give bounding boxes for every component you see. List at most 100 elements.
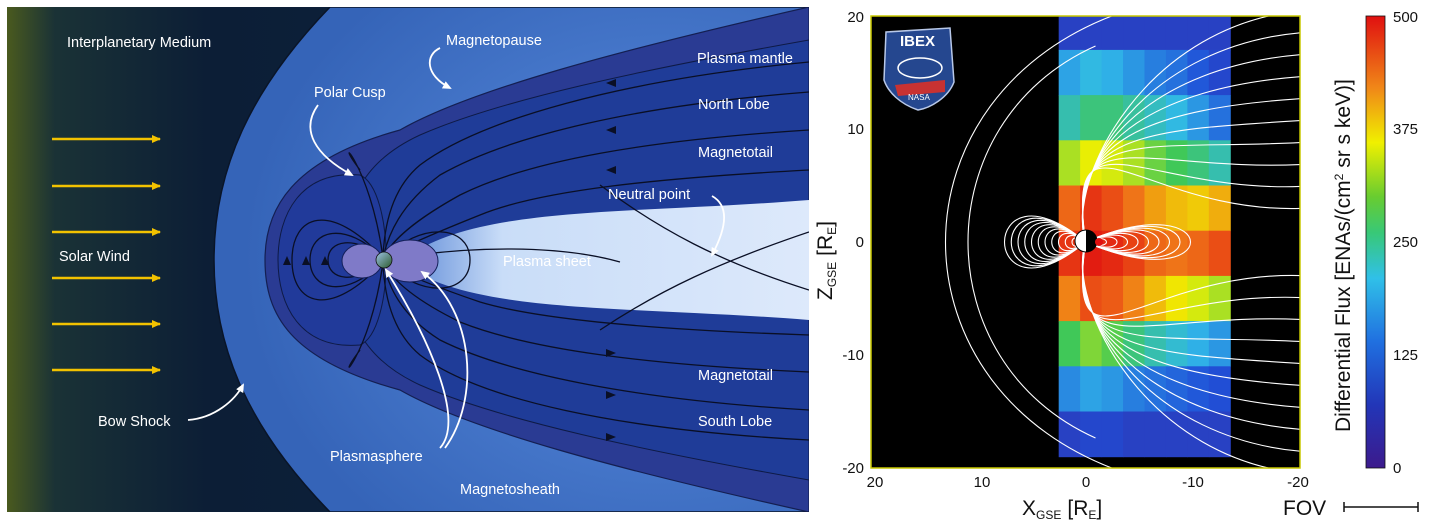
field-line xyxy=(1030,224,1086,260)
x-axis-unit: [R xyxy=(1067,497,1088,520)
label-magnetotail-bottom: Magnetotail xyxy=(698,368,773,384)
heatmap-cell xyxy=(1165,185,1188,232)
y-axis-unit-close: ] xyxy=(814,221,837,227)
logo-text: NASA xyxy=(908,93,930,102)
heatmap-cell xyxy=(1165,366,1188,412)
colorbar-tick: 375 xyxy=(1393,121,1418,138)
label-magnetopause: Magnetopause xyxy=(446,33,542,49)
heatmap-cell xyxy=(1101,185,1124,232)
heatmap-cell xyxy=(1101,16,1124,51)
fov-scale: FOV xyxy=(1283,497,1419,520)
x-tick: 20 xyxy=(867,474,884,491)
field-line xyxy=(1085,232,1139,252)
fov-label: FOV xyxy=(1283,497,1326,520)
heatmap-cell xyxy=(1208,366,1231,412)
colorbar-tick: 250 xyxy=(1393,234,1418,251)
heatmap-cell xyxy=(1187,411,1210,458)
heatmap-cell xyxy=(1208,321,1231,367)
heatmap-cell xyxy=(1208,16,1231,51)
heatmap-cell xyxy=(1058,411,1081,458)
x-tick: -10 xyxy=(1182,474,1204,491)
label-south-lobe: South Lobe xyxy=(698,414,772,430)
colorbar-label: Differential Flux [ENAs/(cm2 sr s keV)] xyxy=(1332,79,1355,432)
heatmap-cell xyxy=(1123,140,1145,186)
heatmap-cell xyxy=(1101,230,1124,277)
heatmap-cell xyxy=(1208,49,1231,96)
field-line xyxy=(1081,241,1300,317)
svg-text:ZGSE[RE]: ZGSE [RE] xyxy=(814,221,839,300)
label-magnetotail-top: Magnetotail xyxy=(698,145,773,161)
heatmap-cell xyxy=(1080,16,1103,51)
y-axis-label-sub: GSE xyxy=(825,262,839,287)
logo-title: IBEX xyxy=(900,33,935,50)
heatmap-cell xyxy=(1208,411,1231,458)
heatmap-cell xyxy=(1080,49,1103,96)
pointer-arrows xyxy=(187,47,725,449)
heatmap-cell xyxy=(1165,16,1188,51)
x-axis-unit-sub: E xyxy=(1088,508,1096,520)
y-axis-unit-sub: E xyxy=(825,227,839,235)
label-north-lobe: North Lobe xyxy=(698,97,770,113)
heatmap-cell xyxy=(1123,275,1145,322)
heatmap-cell xyxy=(1187,230,1210,277)
field-lines xyxy=(291,61,809,441)
colorbar-tick: 500 xyxy=(1393,9,1418,26)
field-line xyxy=(1051,230,1086,254)
field-line xyxy=(1085,229,1160,255)
heatmap-cell xyxy=(1123,49,1145,96)
heatmap-cell xyxy=(1058,366,1081,412)
heatmap-cell xyxy=(1080,411,1103,458)
x-tick: 10 xyxy=(974,474,991,491)
label-interplanetary-medium: Interplanetary Medium xyxy=(67,35,211,51)
heatmap-cell xyxy=(1080,140,1103,186)
x-axis-label: X xyxy=(1022,497,1036,520)
heatmap-cell xyxy=(1101,366,1124,412)
heatmap-cell xyxy=(1080,95,1103,141)
heatmap-cell xyxy=(1208,95,1231,141)
heatmap-cell xyxy=(1101,95,1124,141)
heatmap-cell xyxy=(1144,230,1167,277)
heatmap-cell xyxy=(1123,366,1145,412)
field-line xyxy=(1044,228,1086,256)
y-tick: 20 xyxy=(847,9,864,26)
y-axis-label: Z xyxy=(814,287,837,300)
heatmap-cell xyxy=(1123,16,1145,51)
y-axis: 20 10 0 -10 -20 ZGSE [RE] xyxy=(814,9,864,477)
field-line xyxy=(1024,221,1086,263)
heatmap-cell xyxy=(1058,321,1081,367)
field-line xyxy=(1081,167,1300,243)
heatmap-cell xyxy=(1144,95,1167,141)
field-line xyxy=(1085,234,1129,250)
field-line xyxy=(1003,215,1086,269)
label-plasma-mantle: Plasma mantle xyxy=(697,51,793,67)
colorbar-tick: 0 xyxy=(1393,460,1401,477)
label-solar-wind: Solar Wind xyxy=(59,249,130,265)
heatmap-cell xyxy=(1165,411,1188,458)
heatmap-cell xyxy=(1187,140,1210,186)
heatmap-cell xyxy=(1058,185,1081,232)
field-line xyxy=(1085,227,1170,257)
colorbar-tick: 125 xyxy=(1393,347,1418,364)
heatmap-cell xyxy=(1080,366,1103,412)
heatmap-cell xyxy=(1187,49,1210,96)
svg-text:XGSE[RE]: XGSE [RE] xyxy=(1022,497,1102,520)
field-line xyxy=(945,16,1114,468)
heatmap-cell xyxy=(1144,16,1167,51)
plasma-sheet-region xyxy=(400,200,809,320)
y-tick: -10 xyxy=(842,347,864,364)
field-line xyxy=(1085,224,1191,260)
plot-frame xyxy=(870,15,1301,469)
heatmap-cell xyxy=(1208,185,1231,232)
magnetosphere-diagram: Interplanetary Medium Magnetopause Plasm… xyxy=(7,7,809,512)
heatmap-cell xyxy=(1058,140,1081,186)
colorbar-scale xyxy=(1365,15,1386,469)
heatmap-cell xyxy=(1144,411,1167,458)
heatmap-cell xyxy=(1187,16,1210,51)
field-line xyxy=(1017,219,1086,265)
heatmap-cell xyxy=(1101,275,1124,322)
heatmap xyxy=(1058,16,1231,458)
earth-icon xyxy=(375,251,393,269)
field-line xyxy=(1058,232,1086,252)
field-line xyxy=(1010,217,1086,267)
